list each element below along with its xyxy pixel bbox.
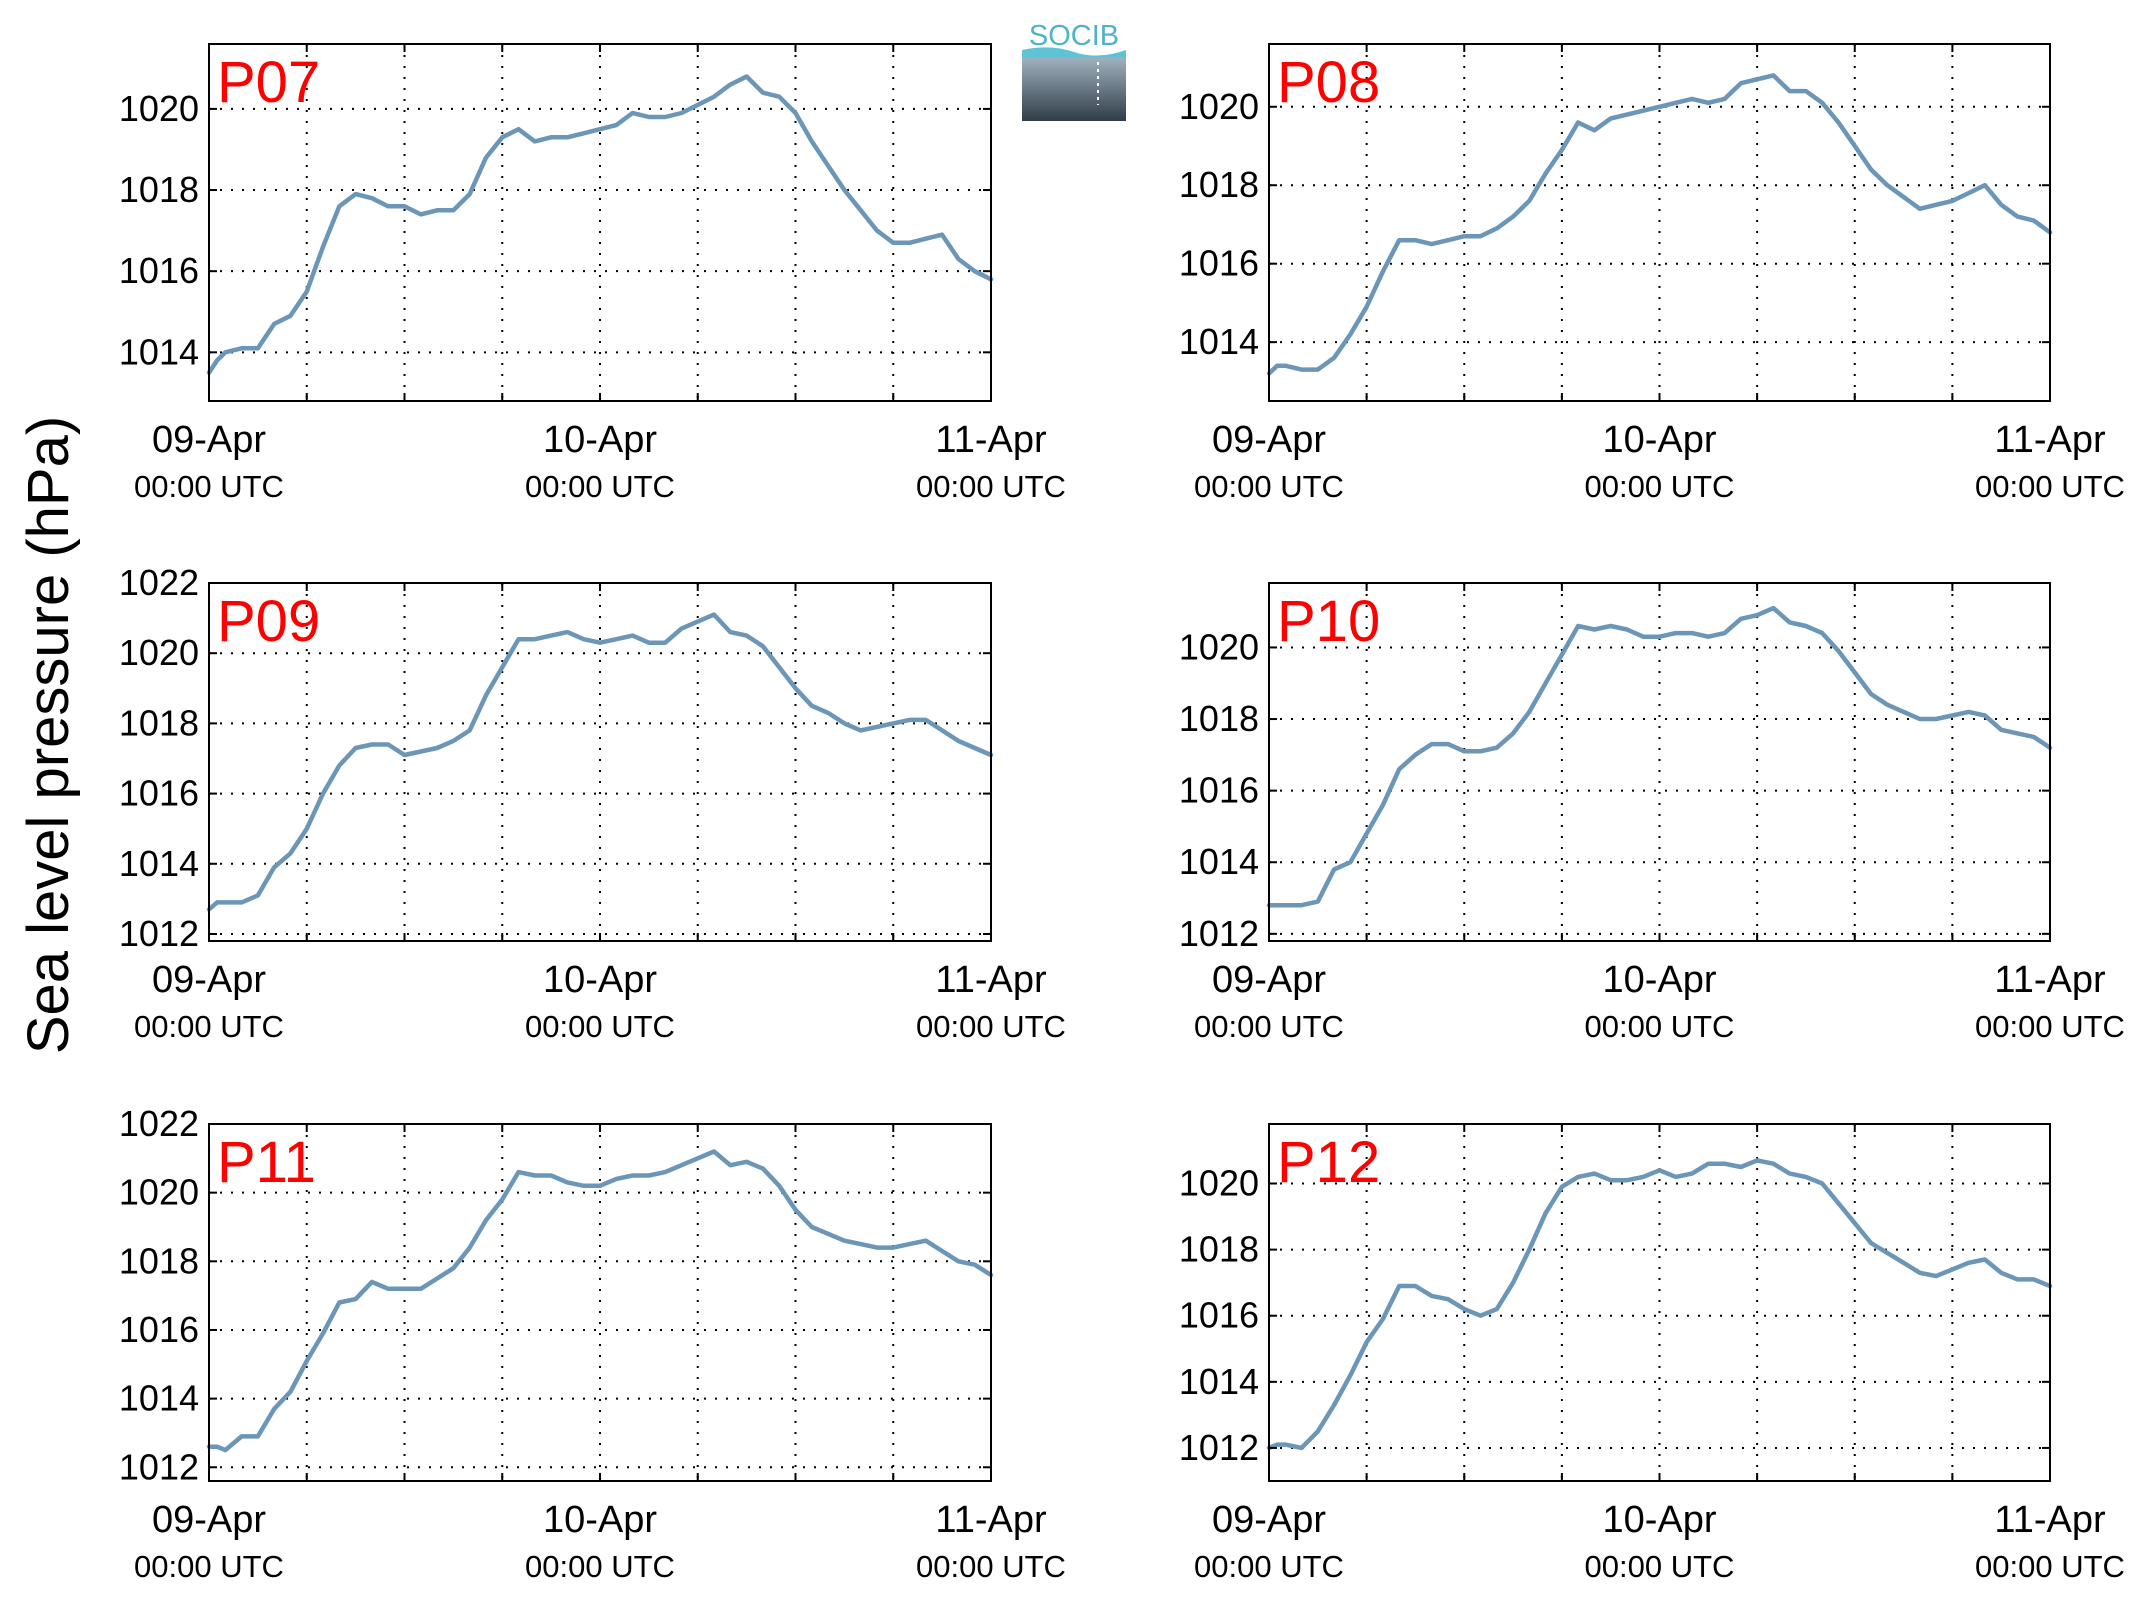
y-tick-label: 1016 [119,1309,199,1350]
y-tick-label: 1014 [119,1378,199,1419]
plot-area [209,44,991,401]
y-tick-label: 1014 [1179,1361,1259,1402]
chart-panel-p08: 1014 1016 1018 1020 09-Apr 00:00 UTC 10-Apr 00:… [1179,43,2125,504]
y-tick-label: 1020 [119,88,199,129]
panel-title: P11 [217,1130,316,1195]
x-tick-label: 10-Apr [1602,419,1716,461]
x-tick-sublabel: 00:00 UTC [1975,1009,2125,1044]
y-tick-label: 1016 [119,250,199,291]
y-tick-label: 1018 [1179,1229,1259,1270]
x-tick-sublabel: 00:00 UTC [916,469,1066,504]
x-tick-label: 09-Apr [152,419,266,461]
x-tick-label: 10-Apr [543,1499,657,1541]
y-tick-label: 1014 [119,843,199,884]
x-tick-sublabel: 00:00 UTC [134,1009,284,1044]
chart-panel-p10: 1012 1014 1016 1018 1020 09-Apr 00:00 UTC 10-Ap… [1179,582,2125,1044]
panel-title: P08 [1277,50,1380,115]
y-tick-label: 1018 [1179,164,1259,205]
x-tick-sublabel: 00:00 UTC [1194,1009,1344,1044]
x-tick-sublabel: 00:00 UTC [1585,1549,1735,1584]
x-tick-label: 10-Apr [1602,959,1716,1001]
x-tick-label: 09-Apr [152,1499,266,1541]
series-line-p08 [1266,73,2053,376]
y-axis-label: Sea level pressure (hPa) [16,416,81,1054]
x-tick-label: 09-Apr [1212,1499,1326,1541]
x-tick-label: 09-Apr [1212,959,1326,1001]
x-tick-label: 10-Apr [1602,1499,1716,1541]
x-tick-label: 11-Apr [935,959,1047,1001]
y-tick-label: 1012 [119,1446,199,1487]
x-tick-label: 11-Apr [935,1499,1047,1541]
logo-block [1022,58,1126,121]
x-tick-label: 09-Apr [152,959,266,1001]
x-tick-sublabel: 00:00 UTC [525,469,675,504]
y-tick-label: 1012 [1179,913,1259,954]
logo-wave [1022,47,1126,58]
y-tick-label: 1016 [1179,770,1259,811]
x-tick-sublabel: 00:00 UTC [916,1549,1066,1584]
y-tick-label: 1020 [1179,86,1259,127]
plot-area [209,1124,991,1481]
y-tick-label: 1020 [1179,626,1259,667]
y-tick-label: 1014 [119,331,199,372]
y-tick-label: 1018 [119,169,199,210]
y-tick-label: 1020 [1179,1163,1259,1204]
plot-area [1269,44,2050,401]
y-tick-label: 1018 [119,1240,199,1281]
y-tick-label: 1022 [119,1103,199,1144]
x-tick-label: 10-Apr [543,959,657,1001]
series-line-p07 [206,74,994,375]
x-tick-sublabel: 00:00 UTC [1975,1549,2125,1584]
y-tick-label: 1016 [1179,1295,1259,1336]
x-tick-sublabel: 00:00 UTC [134,469,284,504]
socib-logo: SOCIB [1022,20,1126,121]
chart-panel-p12: 1012 1014 1016 1018 1020 09-Apr 00:00 UTC 10-Ap… [1179,1123,2125,1584]
panel-title: P09 [217,589,320,654]
y-tick-label: 1012 [1179,1427,1259,1468]
x-tick-sublabel: 00:00 UTC [1194,469,1344,504]
x-tick-sublabel: 00:00 UTC [1975,469,2125,504]
x-tick-label: 11-Apr [1994,959,2106,1001]
series-line-p10 [1266,605,2053,908]
y-tick-label: 1018 [119,702,199,743]
x-tick-label: 11-Apr [1994,1499,2106,1541]
y-tick-label: 1020 [119,632,199,673]
x-tick-sublabel: 00:00 UTC [525,1009,675,1044]
y-tick-label: 1018 [1179,698,1259,739]
x-tick-sublabel: 00:00 UTC [1585,1009,1735,1044]
panel-title: P10 [1277,589,1380,654]
x-tick-label: 10-Apr [543,419,657,461]
y-tick-label: 1014 [1179,321,1259,362]
y-tick-label: 1014 [1179,841,1259,882]
panel-title: P12 [1277,1130,1380,1195]
y-tick-label: 1012 [119,913,199,954]
y-tick-label: 1022 [119,562,199,603]
panel-title: P07 [217,50,320,115]
series-line-p12 [1266,1158,2053,1451]
x-tick-sublabel: 00:00 UTC [916,1009,1066,1044]
series-line-p09 [206,612,994,912]
x-tick-label: 11-Apr [1994,419,2106,461]
x-tick-label: 09-Apr [1212,419,1326,461]
x-tick-sublabel: 00:00 UTC [134,1549,284,1584]
chart-panel-p11: 1012 1014 1016 1018 1020 1022 09-Apr 00:00 UTC 1… [119,1103,1066,1584]
plot-area [1269,1124,2050,1481]
x-tick-label: 11-Apr [935,419,1047,461]
y-tick-label: 1020 [119,1172,199,1213]
series-line-p11 [206,1149,994,1453]
x-tick-sublabel: 00:00 UTC [1585,469,1735,504]
plot-area [209,583,991,941]
y-tick-label: 1016 [1179,243,1259,284]
chart-panel-p07: 1014 1016 1018 1020 09-Apr 00:00 UTC 10-Apr 00:… [119,43,1066,504]
logo-text: SOCIB [1029,20,1119,52]
x-tick-sublabel: 00:00 UTC [1194,1549,1344,1584]
x-tick-sublabel: 00:00 UTC [525,1549,675,1584]
chart-panel-p09: 1012 1014 1016 1018 1020 1022 09-Apr 00:00 UTC 1… [119,562,1066,1044]
y-tick-label: 1016 [119,773,199,814]
